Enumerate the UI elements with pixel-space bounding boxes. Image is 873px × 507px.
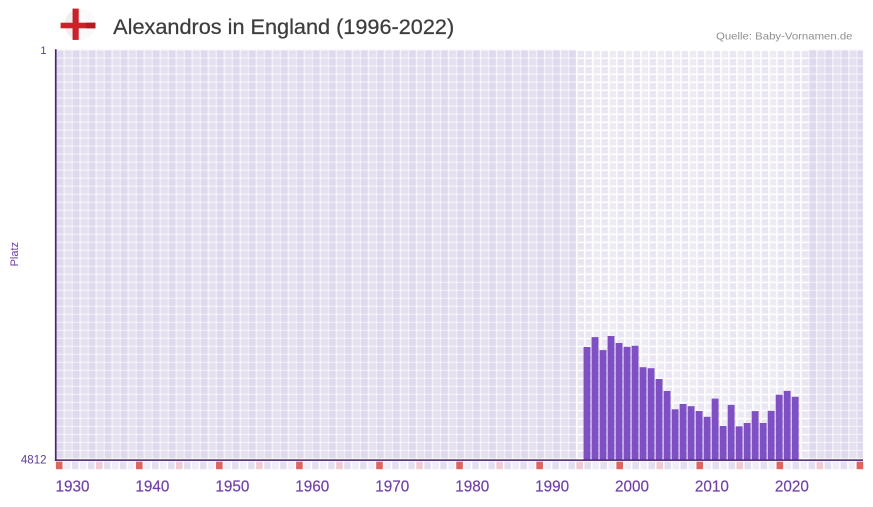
svg-text:1940: 1940	[135, 478, 169, 495]
svg-text:1970: 1970	[375, 478, 409, 495]
svg-text:1960: 1960	[295, 478, 329, 495]
svg-text:1990: 1990	[535, 478, 569, 495]
svg-text:1980: 1980	[455, 478, 489, 495]
svg-text:1930: 1930	[56, 478, 90, 495]
svg-text:Platz: Platz	[9, 242, 21, 266]
svg-text:1: 1	[40, 45, 46, 57]
svg-text:2000: 2000	[615, 478, 649, 495]
svg-text:1950: 1950	[215, 478, 249, 495]
svg-text:Alexandros in England (1996-20: Alexandros in England (1996-2022)	[113, 16, 454, 39]
svg-text:2010: 2010	[695, 478, 729, 495]
svg-text:2020: 2020	[775, 478, 809, 495]
svg-text:4812: 4812	[21, 455, 47, 467]
svg-text:Quelle: Baby-Vornamen.de: Quelle: Baby-Vornamen.de	[716, 31, 853, 43]
